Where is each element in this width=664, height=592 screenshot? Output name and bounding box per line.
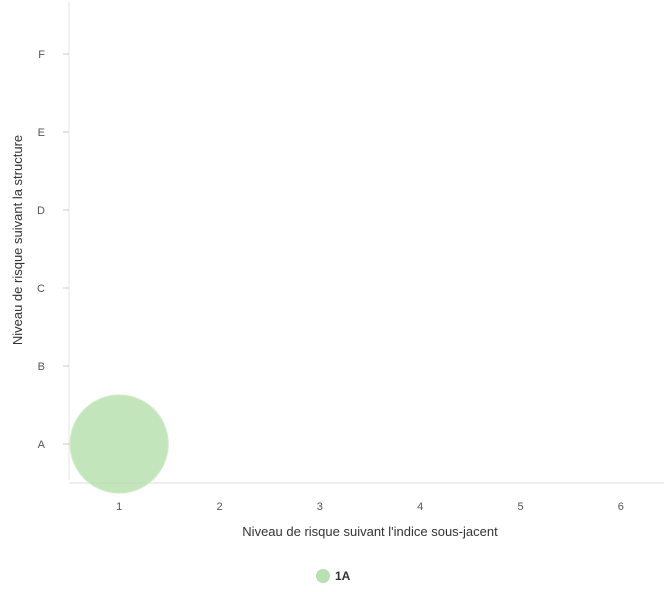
x-tick-labels: 1 2 3 4 5 6 [116, 501, 624, 513]
y-tick-label: B [38, 361, 45, 373]
x-tick-label: 4 [417, 501, 423, 513]
x-tick-label: 3 [317, 501, 323, 513]
y-axis-title: Niveau de risque suivant la structure [10, 135, 25, 345]
y-tick-label: A [38, 439, 46, 451]
x-tick-label: 5 [517, 501, 523, 513]
y-tick-labels: A B C D E F [37, 49, 69, 451]
y-tick-label: C [37, 283, 45, 295]
bubble-point[interactable] [69, 394, 169, 494]
x-tick-label: 2 [216, 501, 222, 513]
legend[interactable]: 1A [316, 569, 351, 583]
data-points [69, 394, 169, 494]
x-tick-label: 1 [116, 501, 122, 513]
legend-label: 1A [335, 569, 351, 583]
x-tick-label: 6 [618, 501, 624, 513]
x-axis-title: Niveau de risque suivant l'indice sous-j… [242, 524, 498, 539]
y-tick-label: E [38, 127, 45, 139]
legend-swatch [316, 569, 330, 583]
y-tick-label: F [38, 49, 45, 61]
y-tick-label: D [37, 205, 45, 217]
